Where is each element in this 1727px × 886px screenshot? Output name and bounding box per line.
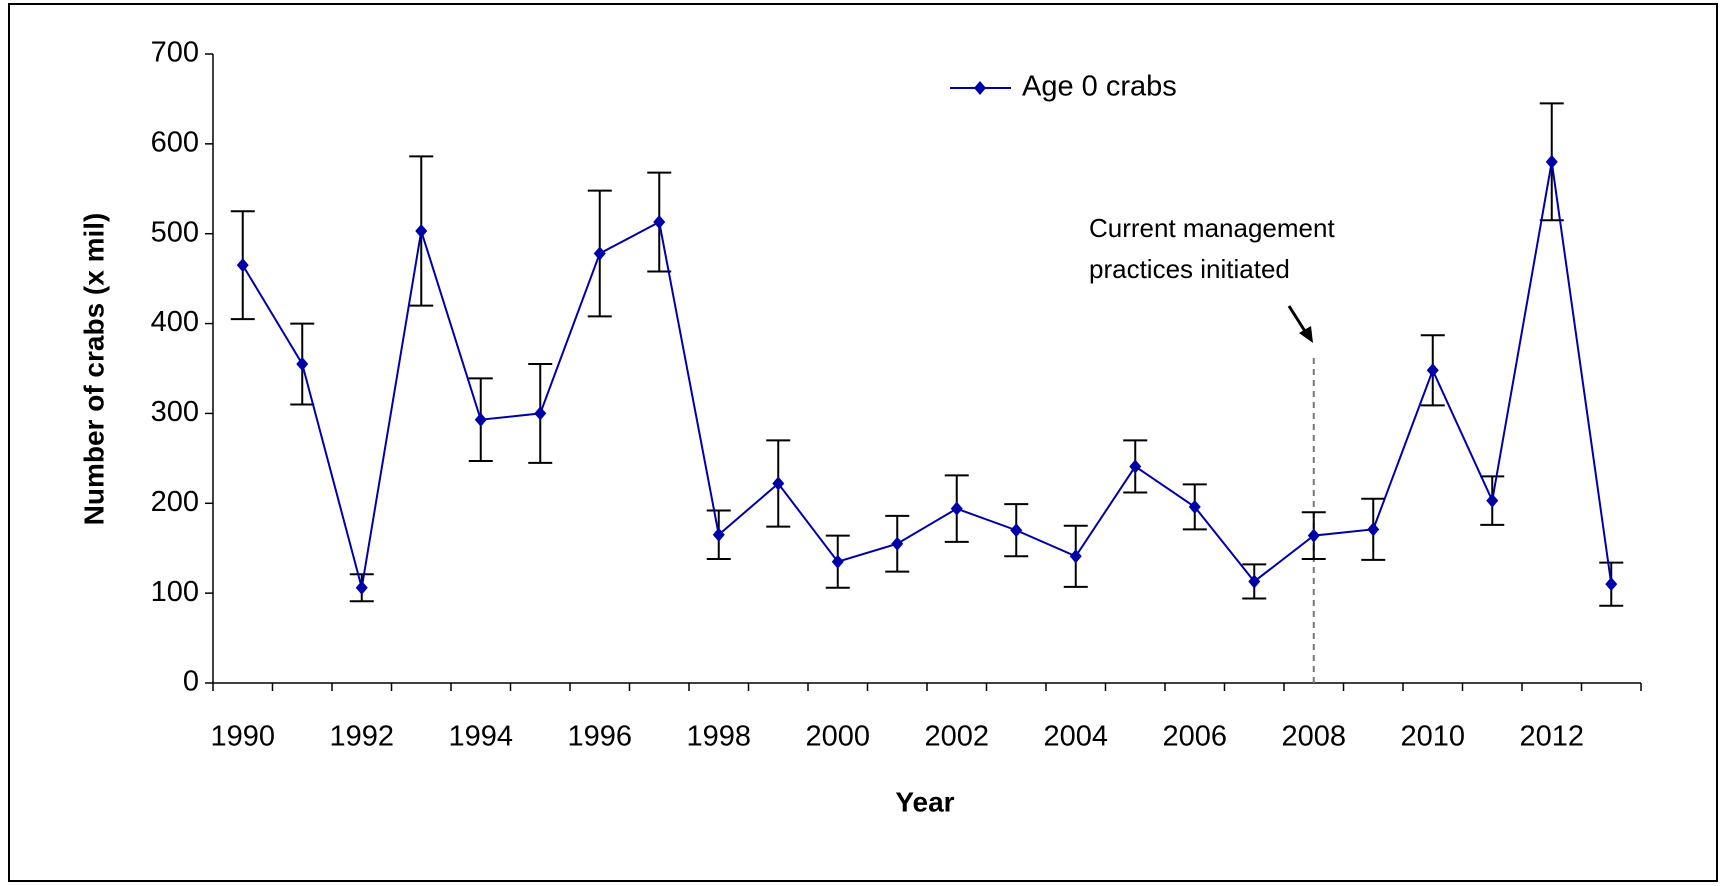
point (1188, 499, 1201, 514)
y-tick-label: 700 (151, 37, 199, 69)
point (1545, 154, 1558, 169)
point (1069, 549, 1082, 564)
arrow-head (1299, 326, 1313, 343)
x-tick-label: 1996 (567, 721, 632, 753)
point (1307, 528, 1320, 543)
y-tick-label: 0 (183, 666, 199, 698)
y-tick-label: 100 (151, 576, 199, 608)
y-tick-label: 500 (151, 216, 199, 248)
x-tick-label: 1994 (448, 721, 513, 753)
y-tick-label: 300 (151, 396, 199, 428)
frame (8, 3, 1718, 882)
point (1010, 523, 1023, 538)
point (534, 406, 547, 421)
point (593, 246, 606, 261)
annotation: practices initiated (1089, 254, 1290, 284)
point (415, 224, 428, 239)
y-tick-label: 600 (151, 127, 199, 159)
x-tick-label: 2008 (1281, 721, 1346, 753)
point (950, 501, 963, 516)
point (1248, 574, 1261, 589)
x-tick-label: 2000 (805, 721, 870, 753)
point (772, 476, 785, 491)
point (296, 357, 309, 372)
x-axis-title: Year (895, 786, 954, 817)
point (355, 580, 368, 595)
y-tick-label: 200 (151, 486, 199, 518)
point (712, 527, 725, 542)
x-tick-label: 2012 (1519, 721, 1584, 753)
point (1605, 577, 1618, 592)
point (1486, 493, 1499, 508)
x-tick-label: 1998 (686, 721, 751, 753)
point (1129, 459, 1142, 474)
y-tick-label: 400 (151, 306, 199, 338)
x-tick-label: 1990 (210, 721, 275, 753)
x-tick-label: 2010 (1400, 721, 1465, 753)
series-line (241, 161, 1613, 589)
legend-marker (974, 81, 986, 95)
annotation: Current management (1089, 213, 1335, 243)
point (474, 412, 487, 427)
point (1367, 522, 1380, 537)
point (236, 258, 249, 273)
y-axis-title: Number of crabs (x mil) (78, 213, 109, 526)
x-tick-label: 1992 (329, 721, 394, 753)
x-tick-label: 2006 (1162, 721, 1227, 753)
point (831, 554, 844, 569)
point (653, 215, 666, 230)
legend-label: Age 0 crabs (1022, 71, 1177, 103)
x-tick-label: 2002 (924, 721, 989, 753)
point (1426, 363, 1439, 378)
point (891, 536, 904, 551)
x-tick-label: 2004 (1043, 721, 1108, 753)
